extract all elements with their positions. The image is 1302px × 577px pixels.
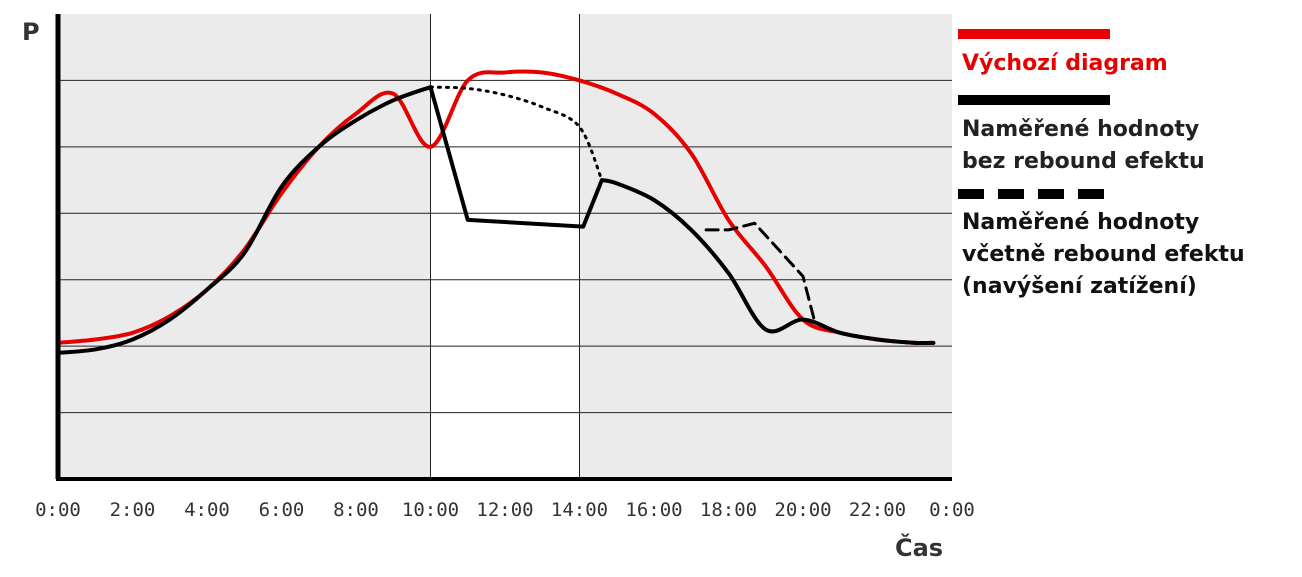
legend-label: Naměřené hodnoty — [962, 210, 1199, 235]
legend-label: bez rebound efektu — [962, 149, 1205, 174]
x-tick-label: 0:00 — [929, 499, 975, 521]
x-tick-label: 20:00 — [774, 499, 831, 521]
axes — [55, 14, 952, 481]
plot-area-right — [579, 14, 952, 479]
legend-label: Naměřené hodnoty — [962, 117, 1199, 142]
x-tick-label: 16:00 — [625, 499, 682, 521]
legend-label: (navýšení zatížení) — [962, 274, 1197, 299]
x-tick-label: 10:00 — [402, 499, 459, 521]
legend-label: včetně rebound efektu — [962, 242, 1245, 267]
series-line-dotted — [429, 85, 604, 182]
legend-label: Výchozí diagram — [962, 51, 1168, 76]
x-tick-label: 22:00 — [849, 499, 906, 521]
x-tick-labels: 0:00 2:00 4:00 6:00 8:00 10:00 12:00 14:00 16:00… — [35, 499, 975, 521]
legend: Výchozí diagram Naměřené hodnoty bez rebou… — [958, 29, 1245, 299]
x-tick-label: 0:00 — [35, 499, 81, 521]
highlight-band — [430, 14, 580, 479]
x-tick-label: 6:00 — [259, 499, 305, 521]
x-tick-label: 14:00 — [551, 499, 608, 521]
x-tick-label: 4:00 — [184, 499, 230, 521]
series-group — [56, 69, 936, 355]
x-tick-label: 12:00 — [476, 499, 533, 521]
x-axis-title: Čas — [895, 532, 943, 562]
grid — [58, 14, 952, 479]
series-line-rebound — [704, 221, 816, 322]
x-tick-label: 8:00 — [333, 499, 379, 521]
x-tick-label: 18:00 — [700, 499, 757, 521]
y-axis-title: P — [22, 18, 40, 46]
plot-background — [58, 14, 952, 479]
series-line-measured — [56, 85, 936, 355]
x-tick-label: 2:00 — [110, 499, 156, 521]
